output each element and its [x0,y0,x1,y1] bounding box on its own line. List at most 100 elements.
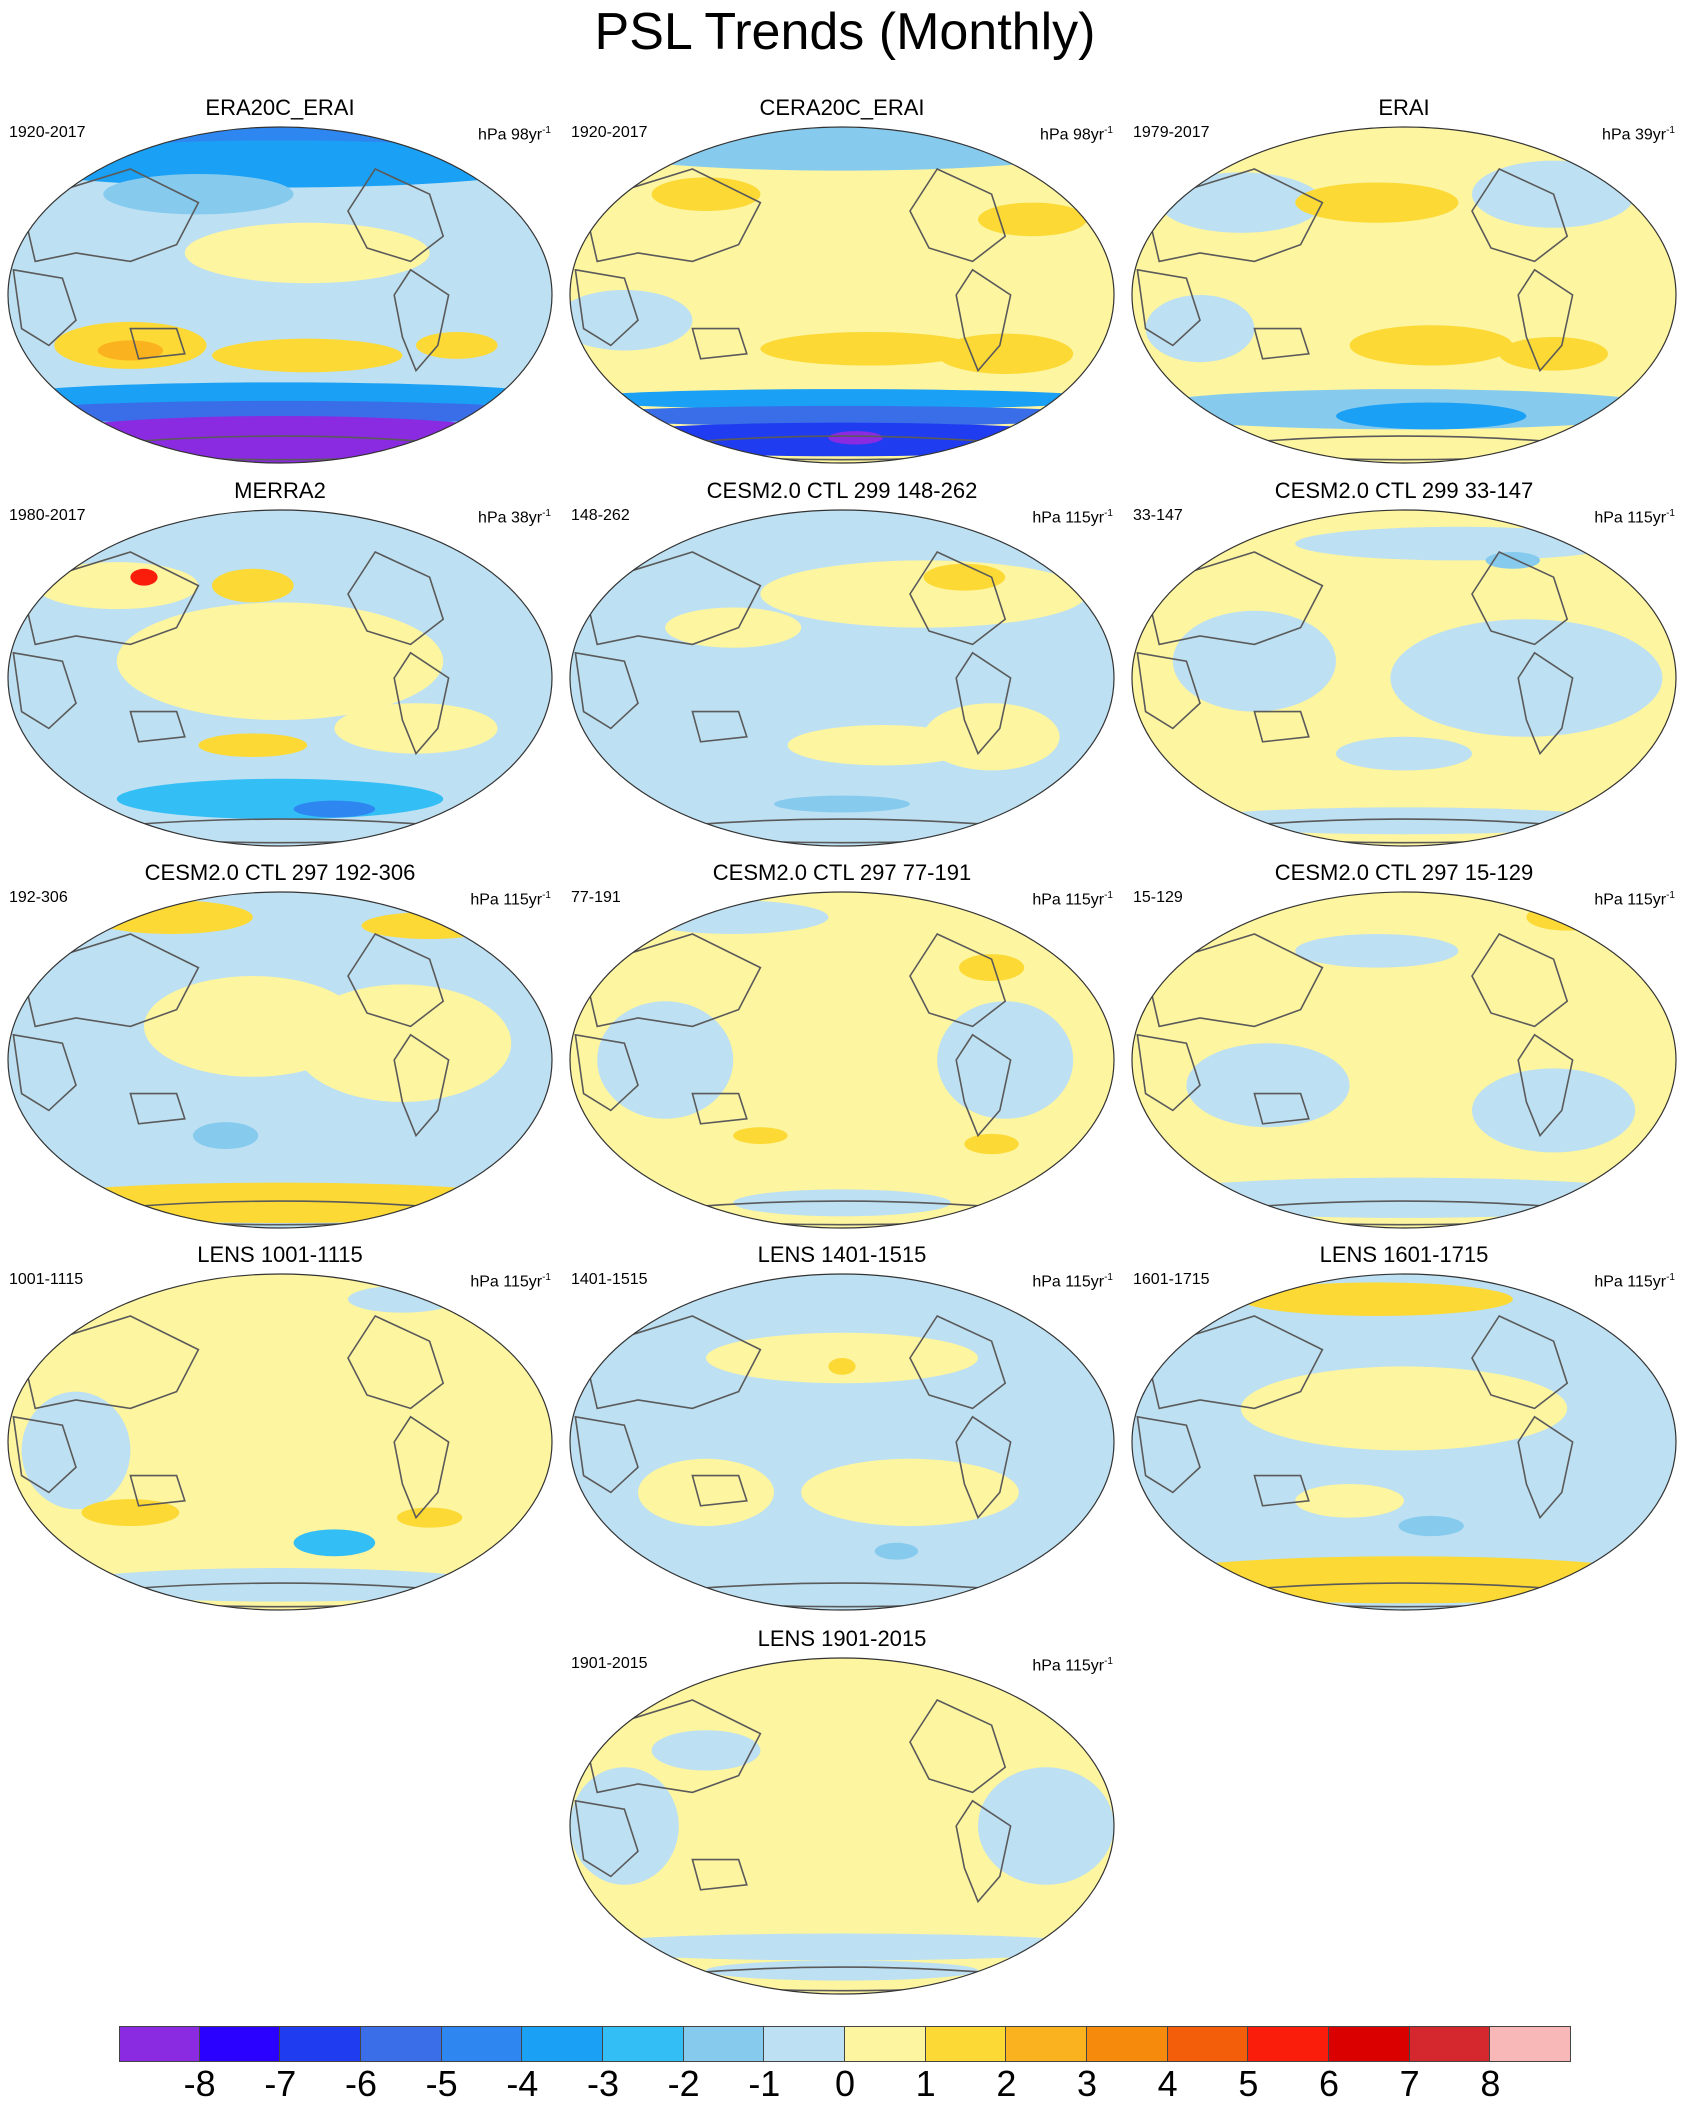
colorbar-swatch [361,2026,442,2062]
map-panel: LENS 1401-1515 1401-1515 hPa 115yr-1 [567,1242,1117,1622]
map-frame [1131,126,1677,464]
projection-map [1131,126,1677,464]
map-frame [7,891,553,1229]
trend-contour-region [801,1458,1019,1526]
trend-contour-region [8,1182,552,1223]
coastline [1136,1415,1201,1494]
coastline [1144,933,1324,1028]
trend-contour-region [570,127,1114,171]
map-frame [569,509,1115,847]
panel-title: CESM2.0 CTL 297 192-306 [144,860,416,885]
trend-contour-region [651,177,761,211]
map-panel: ERA20C_ERAI 1920-2017 hPa 98yr-1 [5,95,555,475]
map-panel: MERRA2 1980-2017 hPa 38yr-1 [5,478,555,858]
trend-field [8,510,552,846]
coastline [1253,1092,1310,1125]
trend-field [1132,127,1676,463]
coastline [909,550,1007,646]
coastline [129,1474,186,1507]
trend-contour-region [1472,1068,1636,1153]
colorbar-swatch [1409,2026,1491,2062]
coastline [582,1699,762,1794]
trend-contour-region [1132,1177,1676,1218]
units-prefix: hPa [470,1273,504,1291]
coastline [12,1415,77,1494]
map-panel: CESM2.0 CTL 297 15-129 15-129 hPa 115yr-1 [1129,860,1679,1240]
trend-contour-region [8,400,552,425]
panel-period: 148-262 [571,507,630,524]
coastline [909,932,1007,1028]
coastline [1471,167,1569,263]
colorbar [119,2026,1571,2062]
panel-period: 1901-2015 [571,1655,648,1672]
coastline [955,1033,1012,1138]
trend-field [1132,892,1676,1228]
map-frame [1131,1273,1677,1611]
coastline [129,327,186,360]
units-prefix: hPa [1594,891,1628,909]
colorbar-swatch [1490,2026,1571,2062]
units-prefix: hPa [478,509,511,527]
trend-contour-region [828,431,883,445]
trend-contour-region [937,333,1074,374]
panel-units: hPa 115yr-1 [1594,886,1675,910]
trend-contour-region [1172,610,1336,712]
units-exponent: -1 [1666,125,1675,136]
coastline [347,932,445,1028]
trend-contour-region [62,1568,498,1602]
coastline [691,710,748,743]
units-years: 39yr [1634,126,1667,144]
map-panel: CERA20C_ERAI 1920-2017 hPa 98yr-1 [567,95,1117,475]
trend-contour-region [1336,402,1527,430]
units-prefix: hPa [1032,509,1066,527]
units-years: 115yr [1627,891,1667,909]
colorbar-tick-label: -6 [344,2063,377,2104]
panel-units: hPa 115yr-1 [1032,886,1113,910]
trend-contour-region [1186,1043,1350,1128]
projection-map [7,891,553,1229]
colorbar-tick-label: -1 [748,2063,781,2104]
coastline [393,268,450,373]
coastline [955,268,1012,373]
units-prefix: hPa [1594,1273,1628,1291]
map-panel: CESM2.0 CTL 297 77-191 77-191 hPa 115yr-1 [567,860,1117,1240]
trend-field [570,892,1114,1228]
trend-contour-region [923,563,1006,591]
coastline [1517,651,1574,756]
coastline [1253,1474,1310,1507]
trend-contour-region [334,703,498,754]
coastline [12,651,77,730]
trend-contour-region [760,331,978,366]
trend-contour-region [978,1767,1114,1885]
trend-contour-region [706,1960,978,1981]
panel-period: 1979-2017 [1133,124,1210,141]
trend-contour-region [978,202,1087,237]
panel-title: ERA20C_ERAI [205,95,355,120]
units-prefix: hPa [1602,126,1635,144]
colorbar-tick-label: 1 [915,2063,936,2104]
trend-contour-region [396,1507,463,1528]
panel-units: hPa 38yr-1 [478,504,551,528]
colorbar-tick-label: -7 [264,2063,297,2104]
units-years: 115yr [503,1273,543,1291]
coastline [1253,327,1310,360]
colorbar-swatch [683,2026,765,2062]
coastline [20,551,200,646]
trend-contour-region [35,562,199,610]
coastline [129,710,186,743]
coastline [955,1415,1012,1520]
trend-contour-region [1295,934,1459,968]
coastline [393,1033,450,1138]
units-years: 115yr [1065,1273,1105,1291]
trend-contour-region [665,607,802,648]
coastline [347,550,445,646]
map-panel: CESM2.0 CTL 297 192-306 192-306 hPa 115yr-… [5,860,555,1240]
trend-field [1132,510,1676,846]
panel-units: hPa 115yr-1 [470,1268,551,1292]
map-frame [7,509,553,847]
units-exponent: -1 [1666,890,1675,901]
trend-contour-region [828,1358,856,1375]
panel-units: hPa 115yr-1 [1032,504,1113,528]
projection-map [569,126,1115,464]
coastline [129,1092,186,1125]
